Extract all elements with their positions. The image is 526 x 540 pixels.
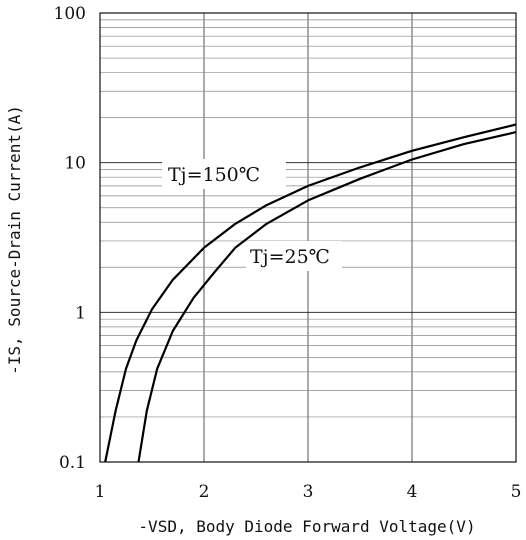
x-axis-label: -VSD, Body Diode Forward Voltage(V)	[138, 517, 475, 536]
series-line-1	[137, 131, 517, 463]
series-label-tj150: Tj=150℃	[168, 164, 260, 186]
plot-frame	[99, 12, 517, 463]
x-tick-label: 1	[95, 482, 106, 502]
y-tick-label: 10	[64, 154, 86, 174]
series-label-bg-25	[246, 241, 342, 271]
grid	[100, 13, 516, 462]
y-axis-label: -IS, Source-Drain Current(A)	[5, 105, 24, 375]
y-tick-label: 100	[54, 4, 86, 24]
series-label-tj25: Tj=25℃	[250, 246, 330, 268]
x-tick-label: 5	[511, 482, 522, 502]
x-tick-label: 4	[407, 482, 418, 502]
x-tick-label: 2	[199, 482, 210, 502]
x-tick-label: 3	[303, 482, 314, 502]
series-lines	[104, 123, 517, 463]
series-label-bg-150	[162, 159, 286, 189]
y-tick-labels: 0.1 1 10 100	[54, 4, 86, 473]
y-tick-label: 1	[75, 303, 86, 323]
series-line-0	[104, 123, 517, 463]
y-tick-label: 0.1	[59, 453, 86, 473]
series-labels: Tj=150℃ Tj=25℃	[162, 159, 342, 271]
x-tick-labels: 1 2 3 4 5	[95, 482, 522, 502]
